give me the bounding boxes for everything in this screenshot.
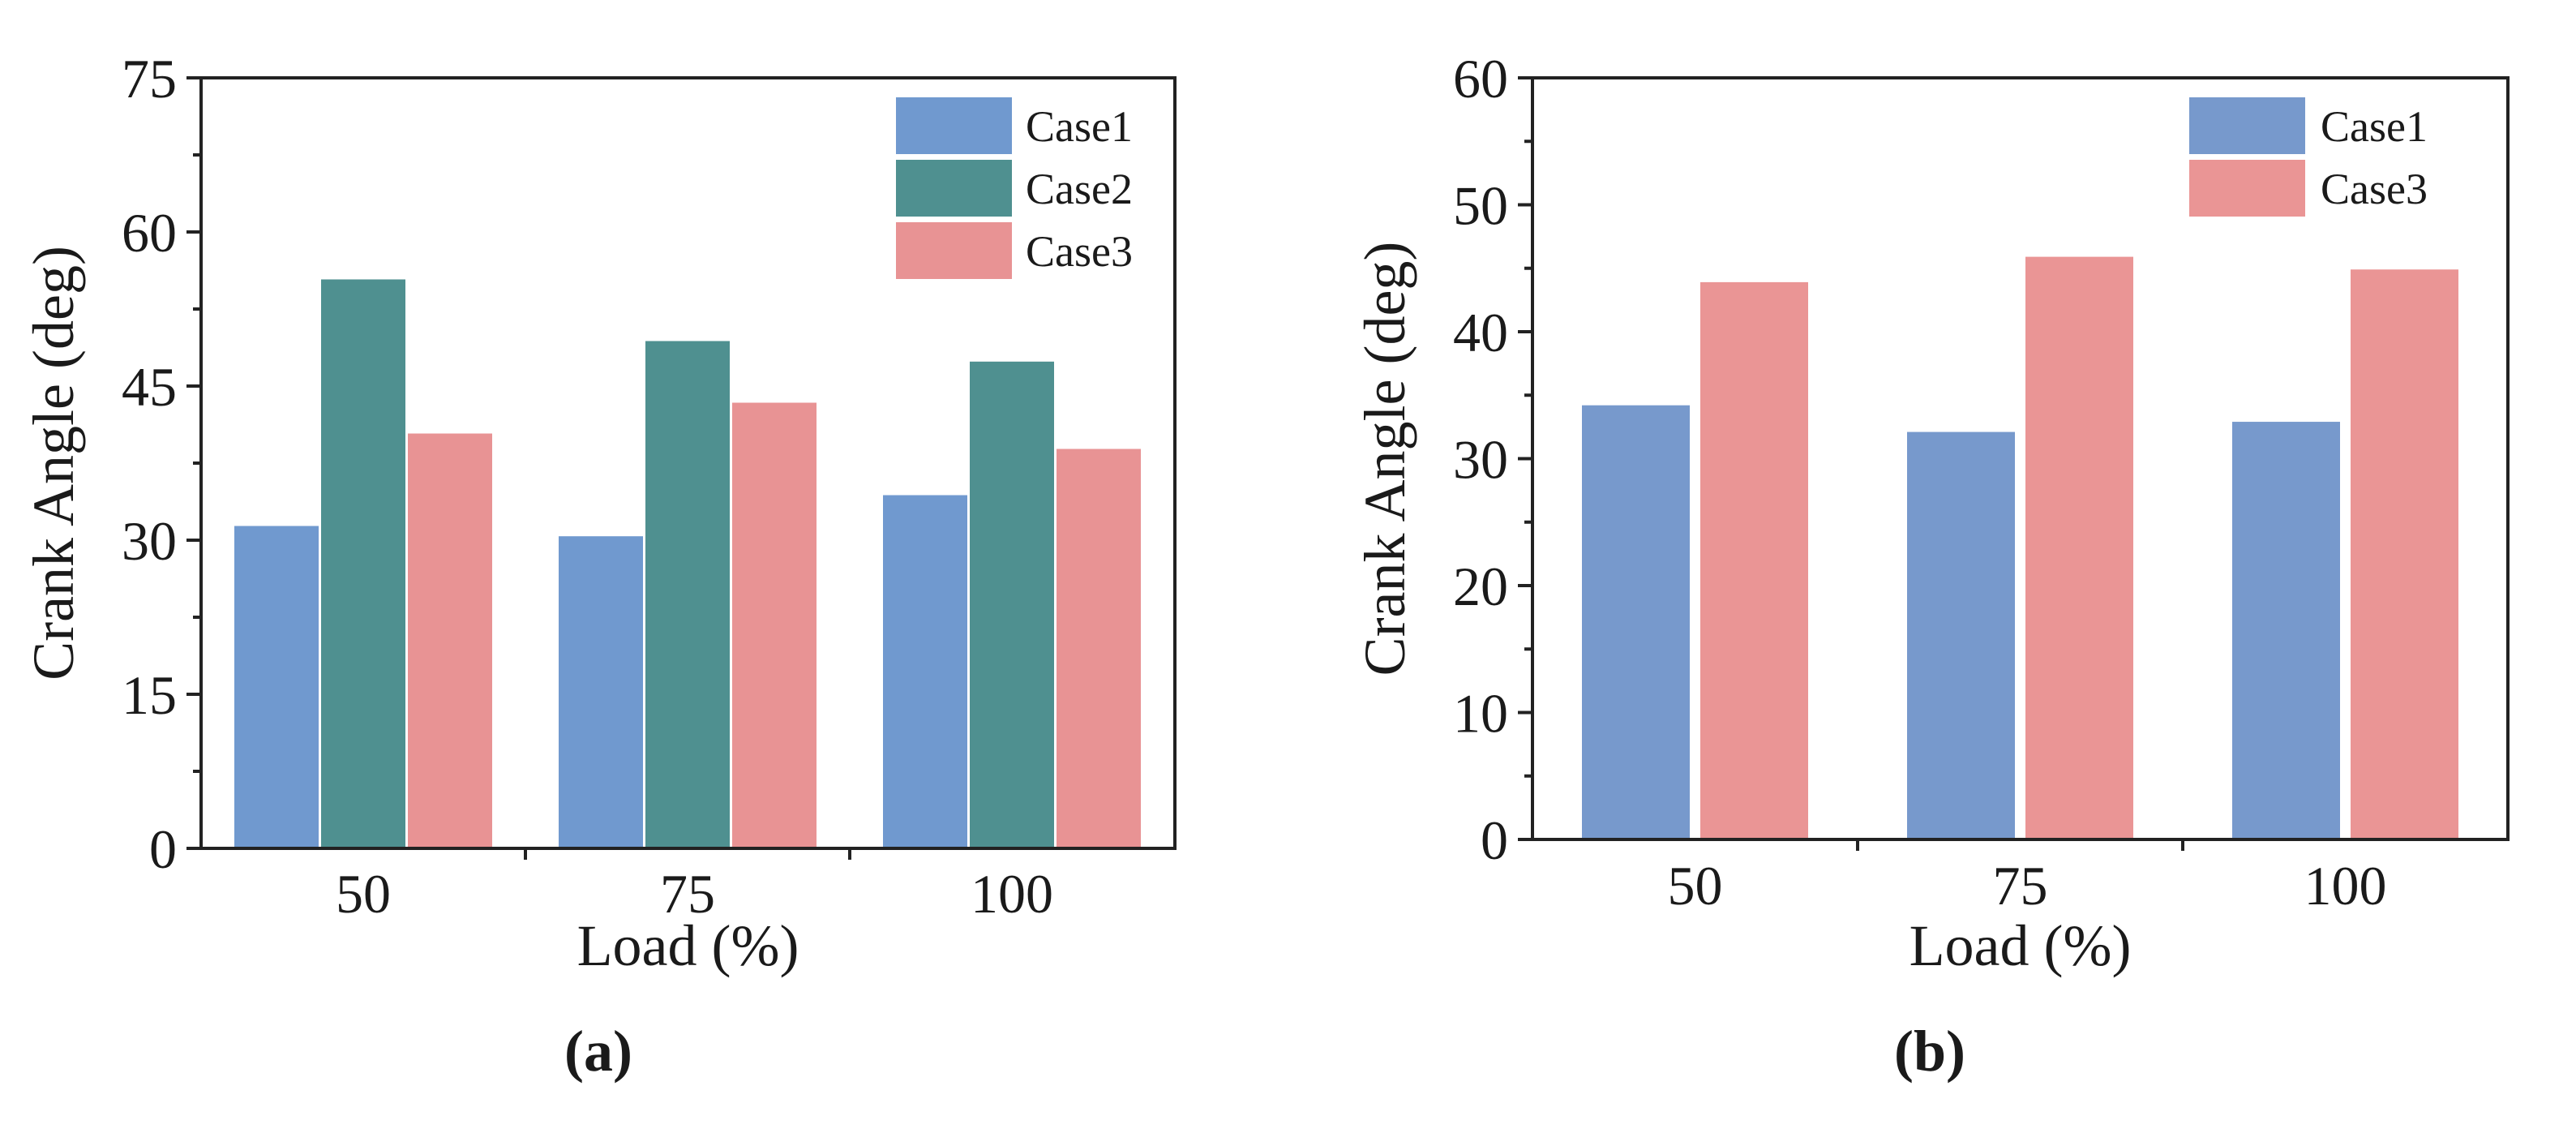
- bar-case1-load-50: [1579, 402, 1692, 841]
- legend-label-case1: Case1: [1026, 102, 1133, 151]
- x-tick-label-100: 100: [2304, 855, 2387, 917]
- y-tick-label: 75: [122, 48, 177, 109]
- x-tick-label-100: 100: [971, 863, 1053, 925]
- y-tick-label: 40: [1453, 302, 1508, 363]
- bar-case1-load-75: [1905, 429, 2017, 841]
- legend: Case1 Case2 Case3: [896, 97, 1133, 279]
- legend: Case1 Case3: [2189, 97, 2428, 217]
- x-tick-label-50: 50: [336, 863, 391, 925]
- chart-panel-b: 0 10 20 30 40 50 60 50 75 100 Load (%) Crank Angle …: [1352, 48, 2510, 1084]
- panel-label-b: (b): [1894, 1019, 1965, 1084]
- bar-case3-load-75: [2023, 254, 2136, 841]
- legend-swatch-case3: [2189, 160, 2305, 217]
- y-axis-title: Crank Angle (deg): [21, 246, 86, 680]
- bar-case2-load-50: [319, 277, 408, 850]
- legend-label-case3: Case3: [1026, 227, 1133, 276]
- legend-swatch-case1: [896, 97, 1012, 154]
- bar-case3-load-100: [2348, 267, 2461, 841]
- legend-label-case2: Case2: [1026, 165, 1133, 213]
- y-tick-label: 0: [149, 818, 177, 880]
- bar-case1-load-50: [232, 523, 321, 850]
- bar-case3-load-50: [405, 431, 495, 850]
- y-tick-label: 15: [122, 664, 177, 726]
- y-tick-label: 10: [1453, 683, 1508, 745]
- legend-label-case1: Case1: [2321, 102, 2428, 151]
- bar-case1-load-75: [556, 534, 645, 850]
- x-axis-title: Load (%): [1909, 913, 2132, 978]
- x-tick-label-50: 50: [1668, 855, 1723, 917]
- y-tick-label: 0: [1481, 809, 1508, 871]
- y-tick-label: 45: [122, 356, 177, 418]
- y-tick-label: 30: [122, 510, 177, 572]
- x-tick-label-75: 75: [1993, 855, 2048, 917]
- x-axis-title: Load (%): [577, 913, 799, 978]
- bar-case2-load-100: [967, 358, 1057, 850]
- y-axis-title: Crank Angle (deg): [1352, 242, 1417, 676]
- legend-label-case3: Case3: [2321, 165, 2428, 213]
- legend-swatch-case3: [896, 222, 1012, 279]
- bar-case1-load-100: [881, 492, 970, 850]
- legend-swatch-case1: [2189, 97, 2305, 154]
- y-tick-label: 20: [1453, 556, 1508, 617]
- bar-case1-load-100: [2230, 419, 2342, 841]
- chart-panel-a: 0 15 30 45 60 75 50 75 100 Load (%) Crank Angle (d…: [21, 48, 1177, 1084]
- bar-case3-load-100: [1054, 446, 1143, 850]
- x-tick-label-75: 75: [660, 863, 715, 925]
- legend-swatch-case2: [896, 160, 1012, 217]
- bar-case2-load-75: [643, 338, 732, 850]
- y-tick-label: 50: [1453, 175, 1508, 237]
- panel-label-a: (a): [564, 1019, 632, 1084]
- y-tick-label: 60: [122, 202, 177, 264]
- bar-case3-load-75: [730, 400, 819, 850]
- y-tick-label: 30: [1453, 429, 1508, 491]
- y-tick-label: 60: [1453, 48, 1508, 109]
- bar-case3-load-50: [1698, 279, 1811, 841]
